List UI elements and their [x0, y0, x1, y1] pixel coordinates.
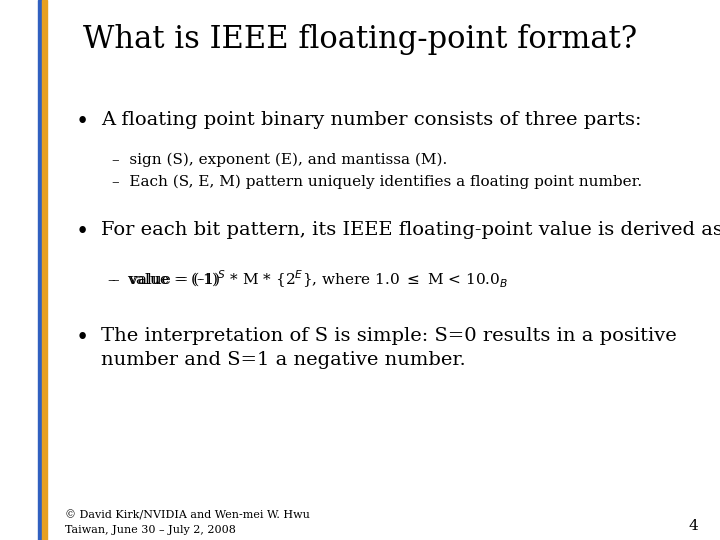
Bar — [42, 0, 47, 540]
Bar — [38, 0, 42, 540]
Text: •: • — [76, 111, 89, 133]
Text: A floating point binary number consists of three parts:: A floating point binary number consists … — [101, 111, 642, 129]
Text: –  value = (-1): – value = (-1) — [112, 273, 220, 287]
Text: –  Each (S, E, M) pattern uniquely identifies a floating point number.: – Each (S, E, M) pattern uniquely identi… — [112, 175, 642, 190]
Text: –  sign (S), exponent (E), and mantissa (M).: – sign (S), exponent (E), and mantissa (… — [112, 153, 447, 167]
Text: number and S=1 a negative number.: number and S=1 a negative number. — [101, 351, 466, 369]
Text: •: • — [76, 327, 89, 349]
Text: •: • — [76, 221, 89, 244]
Text: value = (-1)$^S$ * M * {2$^E$}, where 1.0 $\leq$ M < 10.0$_B$: value = (-1)$^S$ * M * {2$^E$}, where 1.… — [127, 268, 508, 290]
Text: For each bit pattern, its IEEE floating-point value is derived as:: For each bit pattern, its IEEE floating-… — [101, 221, 720, 239]
Text: The interpretation of S is simple: S=0 results in a positive: The interpretation of S is simple: S=0 r… — [101, 327, 677, 345]
Text: © David Kirk/NVIDIA and Wen-mei W. Hwu: © David Kirk/NVIDIA and Wen-mei W. Hwu — [65, 510, 310, 521]
Text: 4: 4 — [688, 519, 698, 534]
Text: What is IEEE floating-point format?: What is IEEE floating-point format? — [83, 24, 637, 55]
Text: Taiwan, June 30 – July 2, 2008: Taiwan, June 30 – July 2, 2008 — [65, 525, 235, 535]
Text: –: – — [108, 273, 120, 287]
